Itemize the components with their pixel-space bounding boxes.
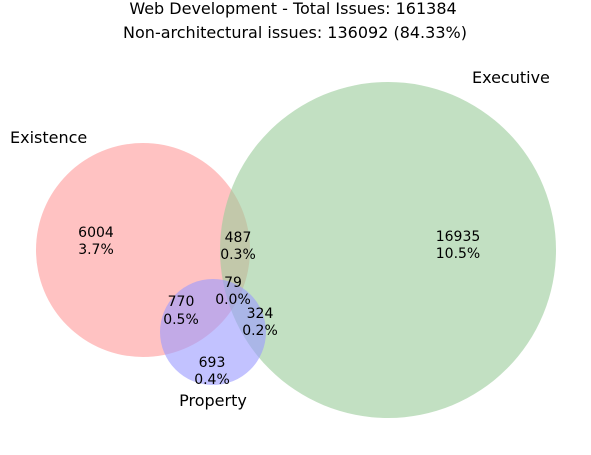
region-property-only: 693 0.4%: [194, 355, 230, 388]
region-percent: 0.0%: [215, 292, 251, 308]
region-count: 770: [168, 294, 195, 310]
executive-circle: [220, 82, 556, 418]
circles: [36, 82, 556, 418]
region-count: 487: [225, 230, 252, 246]
region-percent: 0.4%: [194, 372, 230, 388]
region-percent: 0.5%: [163, 312, 199, 328]
region-percent: 10.5%: [436, 246, 480, 262]
chart-title: Web Development - Total Issues: 161384: [129, 0, 456, 18]
region-all-three: 79 0.0%: [215, 275, 251, 308]
region-executive-only: 16935 10.5%: [436, 229, 481, 262]
region-executive-property: 324 0.2%: [242, 306, 278, 339]
set-label-executive: Executive: [472, 68, 550, 87]
region-count: 6004: [78, 225, 114, 241]
region-count: 324: [247, 306, 274, 322]
region-existence-only: 6004 3.7%: [78, 225, 114, 258]
property-circle: [160, 279, 266, 385]
region-existence-property: 770 0.5%: [163, 294, 199, 328]
region-percent: 0.3%: [220, 247, 256, 263]
region-count: 79: [224, 275, 242, 291]
set-label-existence: Existence: [10, 128, 87, 147]
region-count: 16935: [436, 229, 481, 245]
chart-subtitle: Non-architectural issues: 136092 (84.33%…: [123, 23, 467, 42]
region-percent: 3.7%: [78, 242, 114, 258]
region-percent: 0.2%: [242, 323, 278, 339]
set-label-property: Property: [179, 391, 247, 410]
region-existence-executive: 487 0.3%: [220, 230, 256, 263]
region-count: 693: [199, 355, 226, 371]
